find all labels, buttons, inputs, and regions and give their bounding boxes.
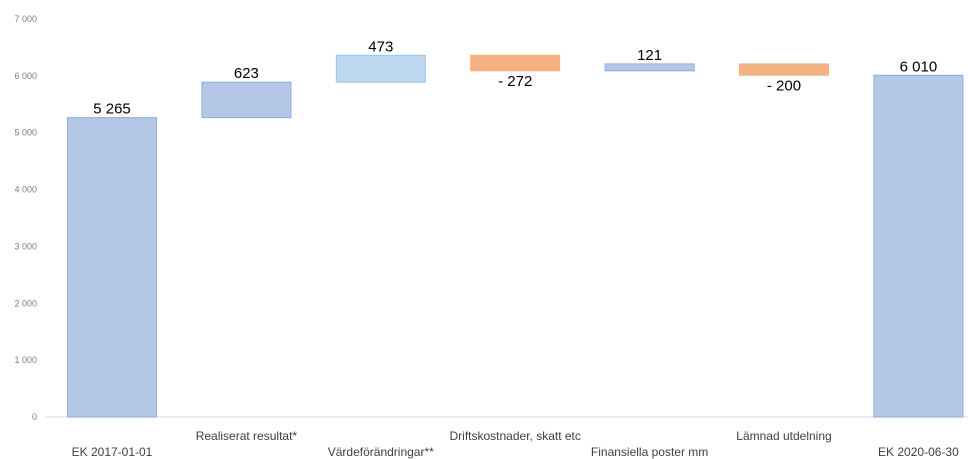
bar-decrease <box>470 54 561 72</box>
data-label: 6 010 <box>900 58 938 75</box>
x-category-label: EK 2020-06-30 <box>878 445 959 459</box>
x-category-label: EK 2017-01-01 <box>72 445 153 459</box>
x-category-label: Driftskostnader, skatt etc <box>450 429 581 443</box>
y-tick-label: 3 000 <box>14 241 37 251</box>
y-axis: 0 1 000 2 000 3 000 4 000 5 000 6 000 7 000 <box>14 14 37 422</box>
x-category-label: Finansiella poster mm <box>591 445 708 459</box>
y-tick-label: 5 000 <box>14 128 37 138</box>
x-category-label: Värdeförändringar** <box>328 445 434 459</box>
y-tick-label: 1 000 <box>14 355 37 365</box>
data-label: 623 <box>234 65 259 82</box>
y-tick-label: 6 000 <box>14 71 37 81</box>
data-label: 5 265 <box>93 101 131 118</box>
y-tick-label: 7 000 <box>14 14 37 24</box>
x-axis-labels: EK 2017-01-01 Realiserat resultat* Värdefö… <box>72 429 959 459</box>
bar-increase <box>604 63 695 72</box>
y-tick-label: 0 <box>32 412 37 422</box>
y-tick-label: 4 000 <box>14 185 37 195</box>
bar-increase <box>335 54 426 83</box>
x-category-label: Lämnad utdelning <box>736 429 831 443</box>
bar-decrease <box>739 63 829 76</box>
bar-total <box>67 117 157 418</box>
data-label: 473 <box>368 38 393 55</box>
data-label: - 272 <box>498 73 532 90</box>
data-label: 121 <box>637 47 662 64</box>
data-labels: 5 265 623 473 - 272 121 - 200 6 010 <box>93 38 937 117</box>
bars <box>67 54 964 418</box>
x-category-label: Realiserat resultat* <box>196 429 298 443</box>
bar-total <box>873 74 964 418</box>
bar-increase <box>201 81 292 119</box>
data-label: - 200 <box>767 77 801 94</box>
y-tick-label: 2 000 <box>14 298 37 308</box>
